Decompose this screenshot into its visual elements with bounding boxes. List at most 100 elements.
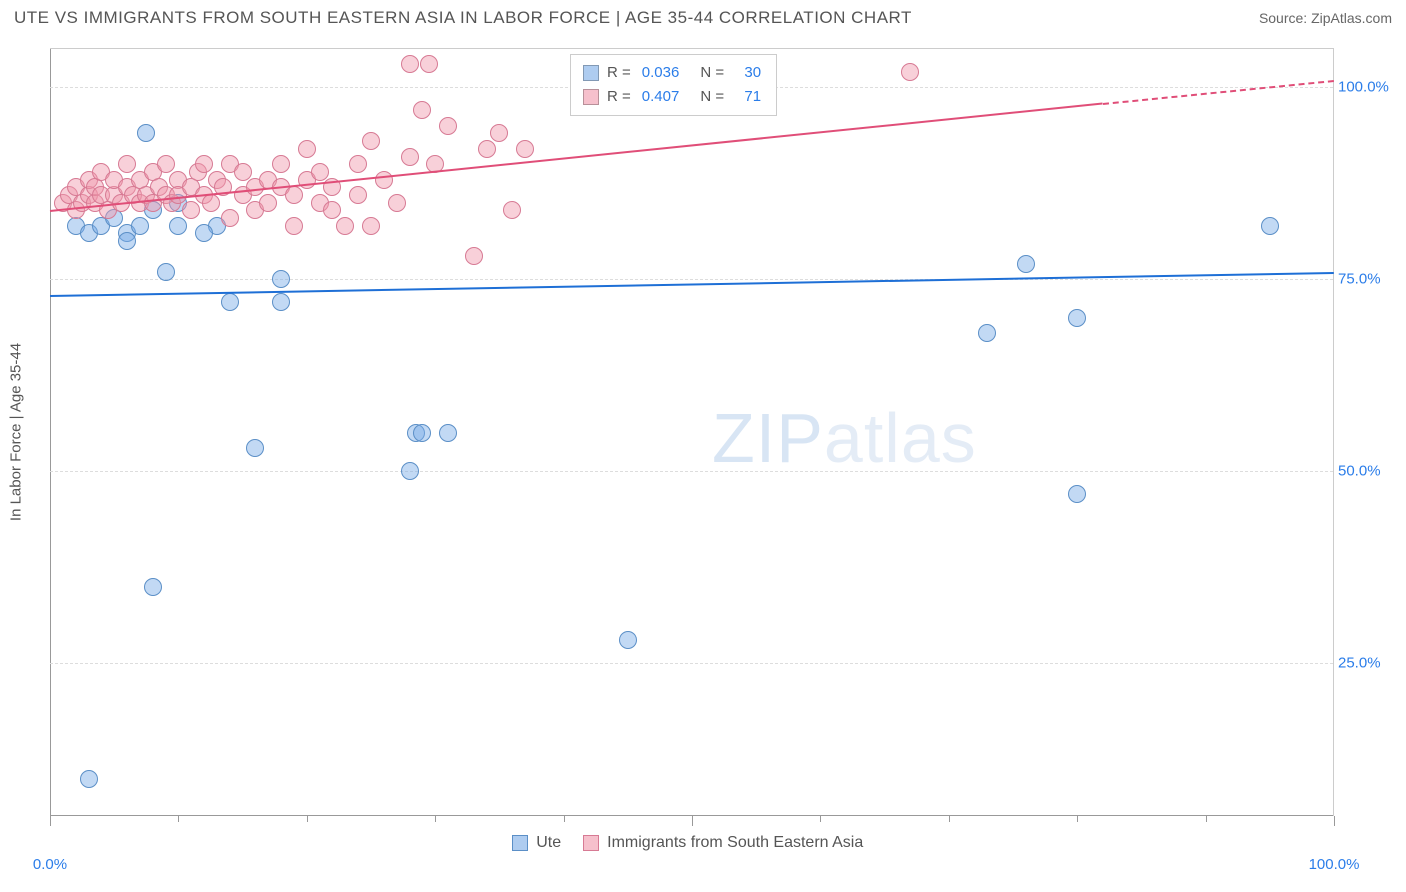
data-point <box>478 140 496 158</box>
legend-r-value: 0.036 <box>642 61 680 85</box>
data-point <box>195 224 213 242</box>
data-point <box>202 194 220 212</box>
legend-swatch <box>583 65 599 81</box>
x-tick-label: 0.0% <box>33 856 67 873</box>
data-point <box>1261 217 1279 235</box>
data-point <box>1017 255 1035 273</box>
data-point <box>1068 309 1086 327</box>
scatter-plot-area: 25.0%50.0%75.0%100.0% <box>50 48 1334 816</box>
legend-n-value: 30 <box>735 61 761 85</box>
x-tick-minor <box>178 816 179 822</box>
data-point <box>157 155 175 173</box>
series-legend-label: Immigrants from South Eastern Asia <box>607 830 863 856</box>
series-legend-label: Ute <box>536 830 561 856</box>
chart-title: UTE VS IMMIGRANTS FROM SOUTH EASTERN ASI… <box>14 8 912 28</box>
gridline <box>50 471 1333 472</box>
data-point <box>1068 485 1086 503</box>
x-tick-minor <box>564 816 565 822</box>
data-point <box>221 209 239 227</box>
y-tick-label: 50.0% <box>1338 463 1393 480</box>
data-point <box>137 124 155 142</box>
gridline <box>50 279 1333 280</box>
y-tick-label: 75.0% <box>1338 271 1393 288</box>
plot-border <box>50 49 51 816</box>
data-point <box>169 217 187 235</box>
data-point <box>901 63 919 81</box>
y-tick-label: 25.0% <box>1338 655 1393 672</box>
data-point <box>439 424 457 442</box>
data-point <box>516 140 534 158</box>
data-point <box>413 101 431 119</box>
data-point <box>234 163 252 181</box>
data-point <box>182 201 200 219</box>
y-tick-label: 100.0% <box>1338 79 1393 96</box>
data-point <box>503 201 521 219</box>
source-label: Source: ZipAtlas.com <box>1259 10 1392 26</box>
data-point <box>131 217 149 235</box>
data-point <box>619 631 637 649</box>
data-point <box>978 324 996 342</box>
gridline <box>50 663 1333 664</box>
data-point <box>298 140 316 158</box>
data-point <box>272 155 290 173</box>
data-point <box>118 155 136 173</box>
x-tick-minor <box>307 816 308 822</box>
x-tick <box>1334 816 1335 826</box>
legend-swatch <box>583 89 599 105</box>
trend-line <box>1103 80 1334 105</box>
legend-n-label: N = <box>700 61 724 85</box>
data-point <box>349 155 367 173</box>
x-tick <box>692 816 693 826</box>
series-legend-item: Ute <box>512 830 561 856</box>
trend-line <box>50 272 1334 297</box>
data-point <box>375 171 393 189</box>
data-point <box>401 55 419 73</box>
data-point <box>118 232 136 250</box>
data-point <box>420 55 438 73</box>
x-tick <box>50 816 51 826</box>
legend-row: R = 0.036 N = 30 <box>583 61 764 85</box>
legend-r-label: R = <box>607 61 631 85</box>
data-point <box>349 186 367 204</box>
data-point <box>259 194 277 212</box>
data-point <box>157 263 175 281</box>
x-tick-minor <box>1077 816 1078 822</box>
x-tick-minor <box>435 816 436 822</box>
data-point <box>221 293 239 311</box>
data-point <box>246 439 264 457</box>
data-point <box>195 155 213 173</box>
data-point <box>285 217 303 235</box>
legend-row: R = 0.407 N = 71 <box>583 85 764 109</box>
data-point <box>465 247 483 265</box>
data-point <box>439 117 457 135</box>
legend-r-value: 0.407 <box>642 85 680 109</box>
x-tick-minor <box>820 816 821 822</box>
data-point <box>362 132 380 150</box>
data-point <box>323 201 341 219</box>
data-point <box>401 148 419 166</box>
data-point <box>413 424 431 442</box>
data-point <box>285 186 303 204</box>
data-point <box>272 270 290 288</box>
series-legend: Ute Immigrants from South Eastern Asia <box>512 830 863 856</box>
y-axis-label: In Labor Force | Age 35-44 <box>8 343 25 521</box>
series-legend-item: Immigrants from South Eastern Asia <box>583 830 863 856</box>
data-point <box>401 462 419 480</box>
data-point <box>272 293 290 311</box>
chart-header: UTE VS IMMIGRANTS FROM SOUTH EASTERN ASI… <box>0 0 1406 32</box>
x-tick-minor <box>1206 816 1207 822</box>
legend-swatch <box>583 835 599 851</box>
x-tick-minor <box>949 816 950 822</box>
data-point <box>80 770 98 788</box>
legend-n-value: 71 <box>735 85 761 109</box>
legend-swatch <box>512 835 528 851</box>
x-tick-label: 100.0% <box>1309 856 1360 873</box>
data-point <box>490 124 508 142</box>
data-point <box>388 194 406 212</box>
correlation-legend: R = 0.036 N = 30 R = 0.407 N = 71 <box>570 54 777 116</box>
data-point <box>144 578 162 596</box>
data-point <box>311 163 329 181</box>
legend-n-label: N = <box>700 85 724 109</box>
data-point <box>336 217 354 235</box>
legend-r-label: R = <box>607 85 631 109</box>
